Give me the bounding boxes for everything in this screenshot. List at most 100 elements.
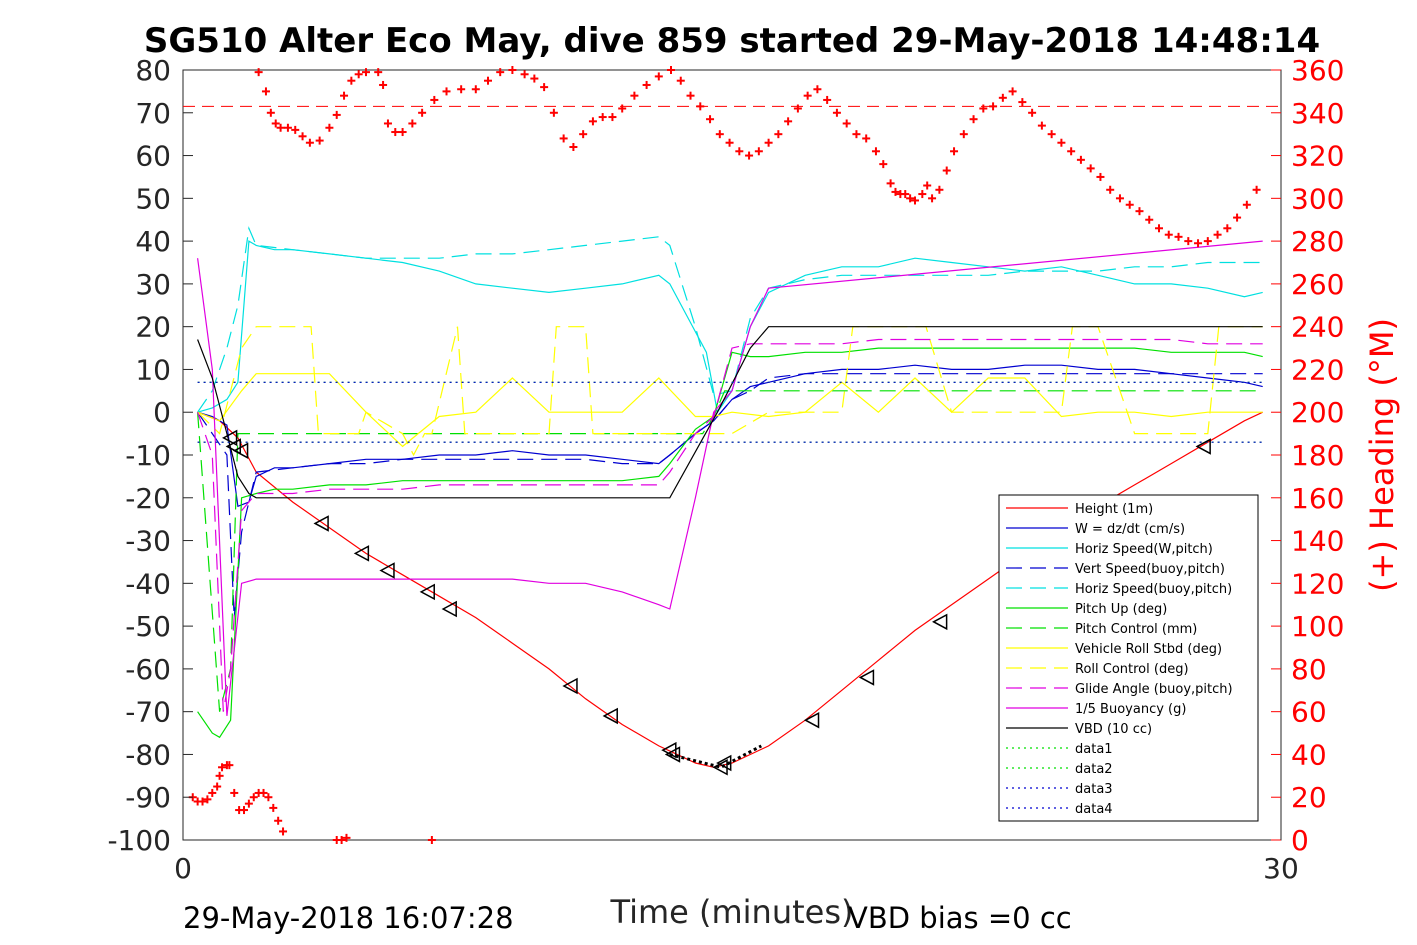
y-tick-left: -40: [125, 567, 171, 600]
heading-point: [715, 130, 724, 139]
depth-marker: [602, 707, 618, 725]
depth-marker: [225, 438, 241, 455]
series-pitch-up-deg: [197, 347, 1263, 739]
heading-point: [774, 130, 783, 139]
heading-point: [1203, 237, 1212, 246]
heading-point: [291, 125, 300, 134]
y-tick-right: 180: [1291, 439, 1344, 472]
heading-point: [1145, 215, 1154, 224]
y-tick-left: -80: [125, 738, 171, 771]
depth-marker: [221, 429, 238, 447]
heading-point: [1037, 121, 1046, 130]
heading-point: [735, 147, 744, 156]
heading-point: [1125, 200, 1134, 209]
series-vehicle-roll-stbd-deg: [197, 373, 1263, 448]
heading-point: [240, 806, 248, 815]
bottom-dots: [669, 744, 762, 769]
heading-point: [457, 85, 466, 94]
heading-point: [923, 181, 932, 190]
y-tick-left: 60: [135, 140, 171, 173]
heading-point: [1184, 237, 1193, 246]
heading-point: [1213, 230, 1222, 239]
heading-point: [279, 827, 288, 836]
heading-point: [559, 134, 568, 143]
heading-point: [259, 788, 268, 797]
heading-point: [754, 147, 763, 156]
heading-point: [264, 793, 273, 802]
depth-marker: [932, 613, 948, 631]
legend-label: Horiz Speed(W,pitch): [1075, 542, 1213, 557]
legend-label: Vehicle Roll Stbd (deg): [1075, 642, 1222, 657]
y-tick-left: 0: [153, 396, 171, 429]
legend-label: Roll Control (deg): [1075, 662, 1189, 677]
heading-point: [340, 91, 349, 100]
footer-vbd-bias: VBD bias =0 cc: [848, 901, 1072, 935]
heading-point: [1018, 98, 1027, 107]
y-tick-right: 160: [1291, 482, 1344, 515]
y-tick-left: -100: [107, 824, 171, 857]
heading-point: [337, 836, 346, 844]
heading-point: [1115, 194, 1124, 203]
heading-point: [1223, 224, 1232, 233]
y-tick-left: -10: [125, 439, 171, 472]
heading-point: [1096, 172, 1105, 181]
heading-point: [230, 788, 239, 797]
heading-point: [391, 128, 400, 137]
heading-point: [1047, 130, 1056, 139]
depth-marker: [858, 669, 875, 686]
heading-point: [1086, 164, 1095, 173]
heading-point: [803, 91, 812, 100]
chart-title: SG510 Alter Eco May, dive 859 started 29…: [144, 21, 1320, 61]
y-tick-right: 320: [1291, 140, 1344, 173]
y-tick-right: 360: [1291, 54, 1344, 87]
heading-point: [271, 119, 280, 128]
heading-point: [935, 185, 944, 194]
series-glide-angle-buoy-pitch: [197, 338, 1263, 712]
y-tick-right: 0: [1291, 824, 1309, 857]
heading-point: [852, 130, 861, 139]
heading-point: [261, 87, 270, 96]
heading-point: [696, 102, 705, 111]
y-tick-right: 40: [1291, 738, 1327, 771]
depth-marker: [313, 515, 329, 532]
legend-label: Horiz Speed(buoy,pitch): [1075, 582, 1232, 597]
heading-point: [383, 119, 392, 128]
series-1-5-buoyancy-g: [197, 240, 1263, 716]
heading-point: [198, 797, 207, 806]
heading-point: [325, 123, 334, 132]
heading-point: [549, 108, 558, 117]
heading-point: [842, 119, 851, 128]
heading-point: [315, 136, 324, 145]
depth-marker: [803, 711, 820, 729]
heading-point: [418, 108, 427, 117]
heading-point: [608, 113, 617, 122]
series-horiz-speed-buoy-pitch: [197, 226, 1263, 413]
footer-timestamp: 29-May-2018 16:07:28: [183, 901, 514, 935]
heading-point: [1067, 147, 1076, 156]
heading-point: [942, 166, 951, 175]
heading-point: [706, 115, 715, 124]
y-tick-right: 60: [1291, 696, 1327, 729]
heading-point: [213, 782, 222, 791]
legend-label: VBD (10 cc): [1075, 722, 1152, 737]
legend: Height (1m) W = dz/dt (cm/s) Horiz Speed(W…: [998, 494, 1259, 822]
depth-marker: [419, 583, 435, 601]
heading-point: [1028, 108, 1037, 117]
x-axis: 0 30: [174, 830, 1299, 885]
heading-point: [225, 761, 234, 770]
heading-point: [618, 104, 627, 113]
legend-label: Glide Angle (buoy,pitch): [1075, 682, 1233, 697]
depth-marker: [353, 545, 370, 562]
legend-box: [998, 494, 1259, 822]
heading-point: [989, 102, 998, 111]
x-axis-label: Time (minutes): [610, 893, 854, 931]
heading-point: [911, 196, 919, 205]
heading-point: [1174, 232, 1183, 241]
depth-marker: [441, 600, 457, 618]
heading-point: [1194, 239, 1203, 248]
series-vbd-10-cc: [197, 326, 1263, 499]
y-tick-right: 120: [1291, 567, 1344, 600]
y-tick-left: 70: [135, 97, 171, 130]
heading-point: [1155, 224, 1163, 233]
heading-point: [598, 113, 607, 122]
